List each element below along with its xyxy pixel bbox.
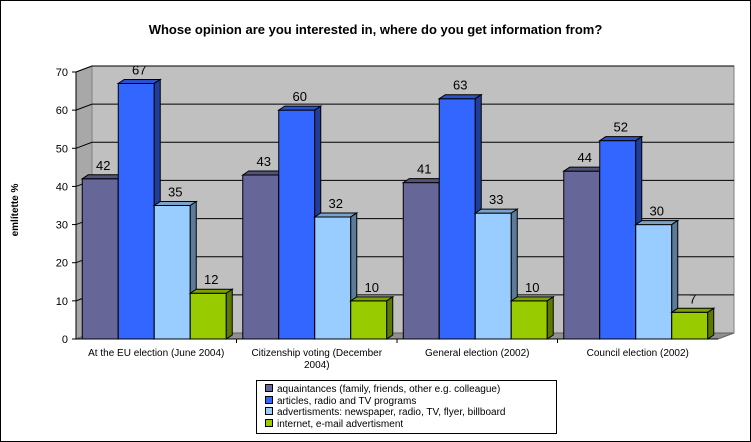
data-label: 63 [453,78,467,93]
data-label: 10 [525,280,539,295]
y-tick-label: 70 [56,67,68,79]
legend-swatch [265,384,273,392]
bar [670,307,716,340]
data-label: 43 [257,154,271,169]
gridline [75,141,734,149]
labels: 0 10 20 30 40 50 60 70 42 67 35 12 At the EU electio… [56,62,697,371]
data-label: 7 [689,291,696,306]
bar-top [509,296,555,302]
x-tick-label: At the EU election (June 2004) [88,348,224,359]
legend: aquaintances (family, friends, other e.g… [256,380,557,434]
legend-label: advertisments: newspaper, radio, TV, fly… [277,407,506,418]
x-tick-label: Citizenship voting (December [251,348,382,359]
bar-front [153,205,191,340]
data-label: 52 [614,120,628,135]
bar-front [117,82,155,340]
data-label: 41 [417,162,431,177]
bar-front [314,216,352,340]
bar-side [386,295,394,340]
bar-top [116,78,162,84]
bar-top [277,105,323,111]
legend-item: advertisments: newspaper, radio, TV, fly… [265,407,505,419]
bar-side [546,295,554,340]
bar [509,295,555,340]
data-label: 67 [132,62,146,77]
legend-label: articles, radio and TV programs [277,395,417,407]
legend-swatch [265,407,273,415]
x-tick-label: Council election (2002) [587,348,689,359]
bar-side [707,307,715,340]
bar [152,200,198,340]
legend-item: aquaintances (family, friends, other e.g… [265,384,500,396]
bar-front [438,98,476,340]
bar-top [598,136,644,142]
data-label: 33 [489,192,503,207]
gridline [75,103,734,111]
y-tick-label: 20 [56,258,68,270]
x-tick-label: General election (2002) [425,348,530,359]
bar-front [563,170,601,340]
legend-swatch [265,418,273,427]
bar-top [634,220,680,226]
legend-item: articles, radio and TV programs [265,395,417,408]
bar [634,219,680,340]
y-tick-label: 30 [56,220,68,232]
bar-front [510,300,548,340]
y-tick-label: 40 [56,181,68,193]
bar-front [402,182,440,340]
bar-top [437,94,483,100]
gridline [75,65,734,73]
bar-front [599,140,637,340]
bar-front [635,224,673,340]
bar-top [188,288,234,294]
legend-label: aquaintances (family, friends, other e.g… [277,384,501,395]
y-axis-label: említette % [10,183,21,236]
legend-item: internet, e-mail advertisment [265,418,404,431]
bar-top [349,296,395,302]
bar [473,208,519,340]
y-tick-label: 0 [62,334,68,346]
bar-top [313,212,359,218]
bar-front [278,109,316,340]
y-tick-label: 10 [56,296,68,308]
data-label: 10 [365,280,379,295]
data-label: 35 [168,185,182,200]
bar-top [473,208,519,214]
data-label: 32 [329,196,343,211]
bar [277,105,323,340]
y-tick-label: 60 [56,105,68,117]
bar-front [81,178,119,340]
bar [188,288,234,340]
bars [80,78,716,340]
bar-front [474,212,512,340]
data-label: 12 [204,272,218,287]
data-label: 42 [96,158,110,173]
axes [72,71,718,343]
bar-front [189,292,227,340]
data-label: 60 [293,89,307,104]
legend-swatch [265,395,273,404]
bar-front [671,311,709,340]
x-tick-label: 2004) [304,360,330,371]
bar-front [242,174,280,340]
bar-side [225,288,233,340]
bar-top [152,201,198,206]
bar-front [350,300,388,340]
bar [349,295,395,340]
chart-title: Whose opinion are you interested in, whe… [148,22,603,37]
data-label: 44 [578,150,592,165]
bar-top [670,307,716,313]
legend-label: internet, e-mail advertisment [277,418,404,430]
data-label: 30 [650,204,664,219]
y-tick-label: 50 [56,143,68,155]
